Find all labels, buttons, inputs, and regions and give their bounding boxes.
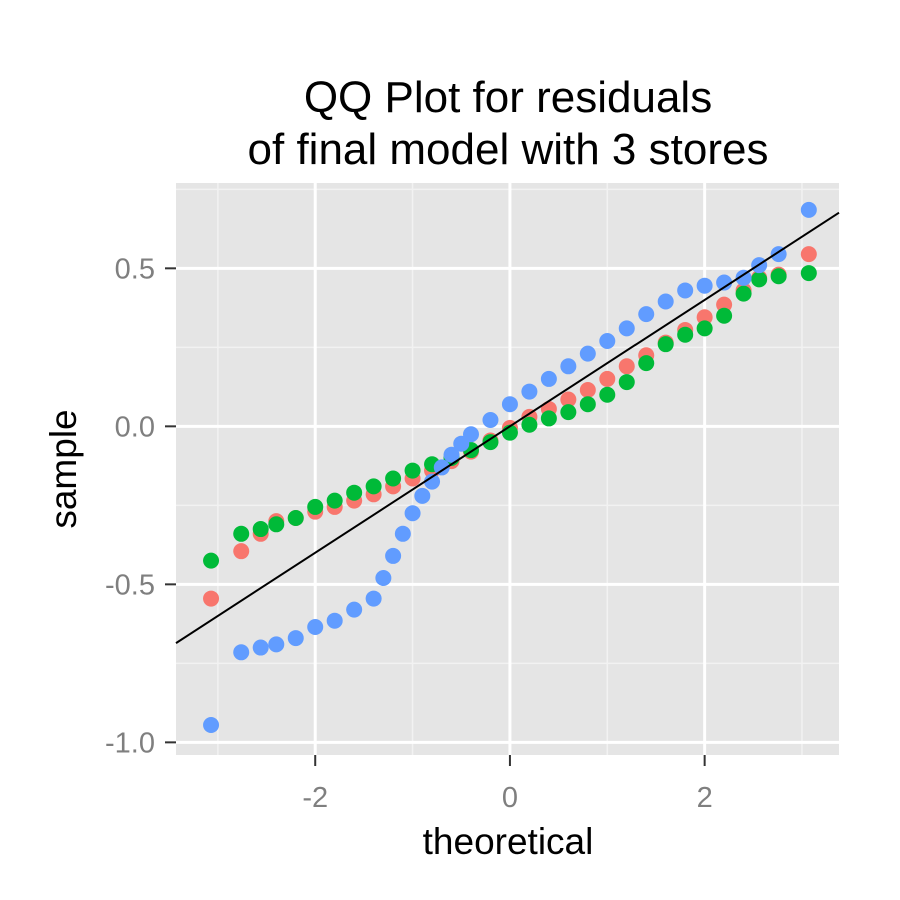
point-s2-4 [287, 509, 304, 526]
data-points [203, 201, 817, 733]
point-s3-5 [307, 619, 324, 636]
point-s2-23 [657, 336, 674, 353]
point-s3-7 [346, 601, 363, 618]
series-2 [203, 265, 817, 569]
x-tick-label-1: 0 [502, 782, 518, 814]
y-tick-label-1: -0.5 [105, 569, 155, 601]
y-tick-label-3: 0.5 [115, 253, 155, 285]
y-tick-label-0: -1.0 [105, 727, 155, 759]
point-s3-29 [677, 282, 694, 299]
point-s2-2 [252, 521, 269, 538]
x-axis-label: theoretical [423, 821, 594, 862]
minor-grid [176, 183, 839, 755]
point-s2-8 [365, 478, 382, 495]
point-s1-18 [560, 391, 577, 408]
point-s1-1 [233, 543, 250, 560]
point-s3-28 [657, 293, 674, 310]
point-s2-7 [346, 484, 363, 501]
point-s1-0 [203, 590, 220, 607]
point-s3-14 [424, 473, 441, 490]
point-s3-18 [462, 426, 479, 443]
point-s2-30 [800, 265, 817, 282]
series-3 [203, 201, 817, 733]
point-s2-29 [770, 268, 787, 285]
point-s2-25 [696, 320, 713, 337]
point-s1-20 [599, 370, 616, 387]
point-s1-19 [579, 381, 596, 398]
point-s3-21 [521, 383, 538, 400]
point-s2-20 [599, 386, 616, 403]
reference-line [175, 211, 840, 644]
point-s3-8 [365, 590, 382, 607]
y-tick-label-2: 0.0 [115, 411, 155, 443]
point-s2-10 [404, 462, 421, 479]
point-s2-16 [521, 416, 538, 433]
point-s2-9 [385, 470, 402, 487]
point-s3-30 [696, 277, 713, 294]
point-s1-25 [696, 309, 713, 326]
point-s3-24 [579, 345, 596, 362]
point-s3-23 [560, 358, 577, 375]
point-s3-25 [599, 333, 616, 350]
point-s3-13 [414, 487, 431, 504]
y-axis-label: sample [43, 409, 84, 528]
point-s2-6 [326, 492, 343, 509]
point-s3-12 [404, 505, 421, 522]
point-s1-30 [800, 246, 817, 263]
point-s3-15 [433, 459, 450, 476]
point-s3-16 [443, 446, 460, 463]
point-s2-5 [307, 498, 324, 515]
point-s2-26 [716, 307, 733, 324]
point-s2-21 [618, 374, 635, 391]
point-s1-26 [716, 296, 733, 313]
point-s3-0 [203, 716, 220, 733]
x-tick-label-2: 2 [697, 782, 713, 814]
point-s3-10 [385, 547, 402, 564]
point-s3-1 [233, 644, 250, 661]
point-s2-28 [751, 271, 768, 288]
point-s3-11 [394, 525, 411, 542]
point-s3-20 [501, 396, 518, 413]
point-s2-19 [579, 396, 596, 413]
point-s3-3 [268, 636, 285, 653]
point-s2-0 [203, 552, 220, 569]
point-s3-31 [716, 274, 733, 291]
point-s3-35 [800, 201, 817, 218]
point-s3-9 [375, 570, 392, 587]
point-s3-19 [482, 412, 499, 429]
point-s2-18 [560, 404, 577, 421]
point-s2-22 [638, 355, 655, 372]
x-tick-label-0: -2 [302, 782, 328, 814]
point-s2-17 [540, 410, 557, 427]
point-s2-3 [268, 516, 285, 533]
point-s3-26 [618, 320, 635, 337]
point-s3-27 [638, 306, 655, 323]
point-s2-1 [233, 525, 250, 542]
chart-title-line-2: of final model with 3 stores [247, 125, 769, 174]
point-s3-22 [540, 370, 557, 387]
point-s2-27 [735, 285, 752, 302]
point-s3-6 [326, 612, 343, 629]
point-s1-21 [618, 358, 635, 375]
major-grid [176, 183, 839, 755]
point-s2-14 [482, 434, 499, 451]
point-s3-32 [735, 269, 752, 286]
point-s3-4 [287, 630, 304, 647]
point-s2-24 [677, 326, 694, 343]
axes: -2 0 2 -1.0 -0.5 0.0 0.5 [105, 253, 713, 814]
point-s3-2 [252, 639, 269, 656]
chart-title-line-1: QQ Plot for residuals [303, 73, 713, 122]
